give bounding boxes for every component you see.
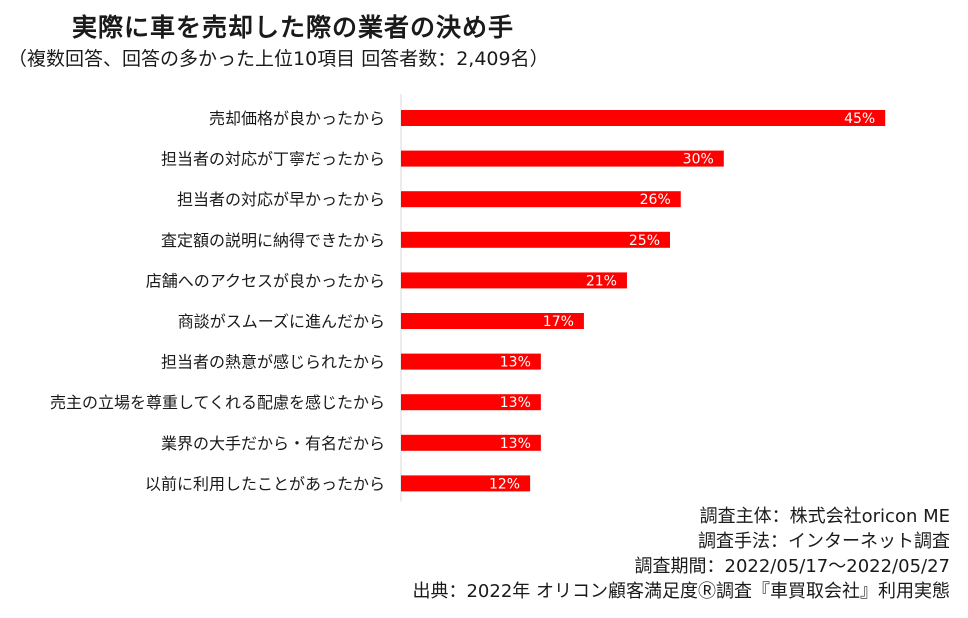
note-survey-period: 調査期間：2022/05/17～2022/05/27: [634, 556, 951, 577]
data-label: 12%: [489, 476, 520, 492]
survey-notes: 調査主体：株式会社oricon ME 調査手法：インターネット調査 調査期間：2…: [412, 504, 950, 604]
bar: [401, 110, 886, 126]
category-label: 担当者の対応が早かったから: [177, 190, 385, 209]
data-label: 13%: [500, 395, 531, 411]
bar: [401, 394, 541, 411]
data-label: 26%: [640, 192, 671, 208]
category-label: 査定額の説明に納得できたから: [161, 231, 385, 250]
chart-title: 実際に車を売却した際の業者の決め手: [72, 13, 515, 42]
data-label: 25%: [629, 233, 660, 249]
bar: [401, 353, 541, 370]
bar: [401, 475, 531, 492]
category-label: 店舗へのアクセスが良かったから: [146, 271, 385, 290]
bar: [401, 191, 681, 208]
bar: [401, 313, 584, 329]
category-label: 売却価格が良かったから: [209, 109, 385, 128]
bar: [401, 150, 724, 167]
note-survey-organizer: 調査主体：株式会社oricon ME: [699, 506, 950, 527]
bar: [401, 231, 670, 248]
category-label: 商談がスムーズに進んだから: [178, 312, 385, 331]
category-label: 担当者の対応が丁寧だったから: [161, 150, 385, 169]
note-survey-method: 調査手法：インターネット調査: [698, 531, 950, 552]
chart-subtitle: （複数回答、回答の多かった上位10項目 回答者数：2,409名）: [8, 48, 549, 70]
note-source: 出典：2022年 オリコン顧客満足度Ⓡ調査『車買取会社』利用実態: [412, 581, 950, 602]
data-label: 21%: [586, 273, 617, 289]
category-label: 業界の大手だから・有名だから: [161, 434, 385, 453]
data-label: 13%: [500, 436, 531, 452]
category-label: 以前に利用したことがあったから: [145, 474, 385, 493]
data-label: 45%: [844, 111, 875, 127]
bar: [401, 272, 627, 289]
category-label: 売主の立場を尊重してくれる配慮を感じたから: [50, 393, 385, 412]
bar: [401, 434, 541, 451]
data-label: 17%: [543, 314, 574, 330]
data-label: 13%: [500, 355, 531, 371]
category-label: 担当者の熱意が感じられたから: [161, 353, 385, 372]
data-label: 30%: [683, 152, 714, 168]
